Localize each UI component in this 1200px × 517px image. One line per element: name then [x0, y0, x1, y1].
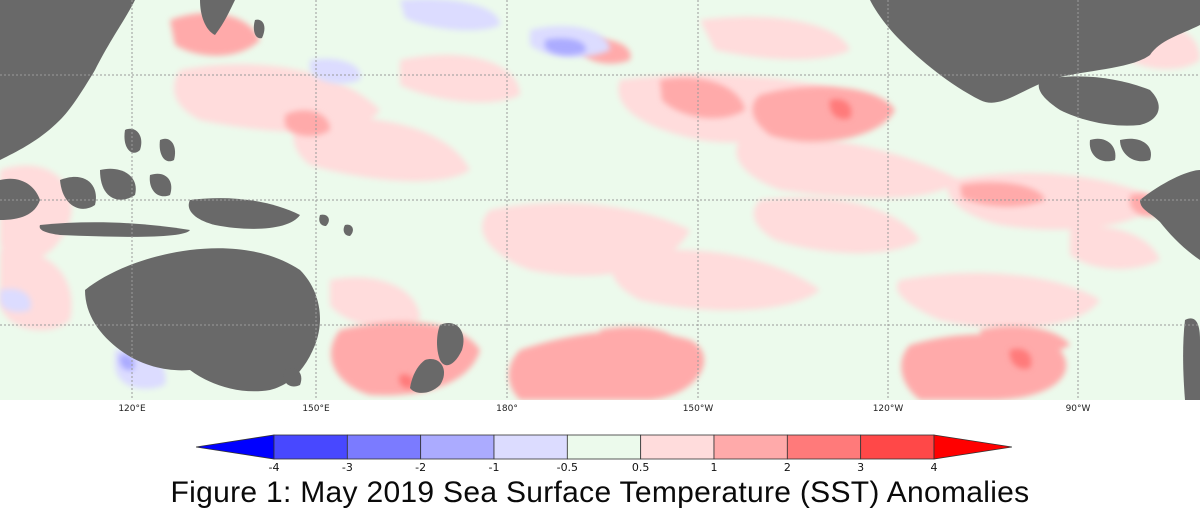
colorbar-tick-label: -3	[341, 461, 353, 474]
colorbar-tick-label: 4	[930, 461, 938, 474]
longitude-label-120e: 120°E	[118, 404, 146, 414]
anomaly-moderate-cool	[119, 38, 586, 371]
anomaly-strong-warm	[399, 99, 1032, 389]
colorbar-extend-low	[195, 434, 275, 460]
colorbar-segment	[860, 434, 935, 460]
colorbar-segment	[493, 434, 568, 460]
colorbar-segment	[640, 434, 715, 460]
colorbar-svg	[195, 434, 1013, 460]
map-canvas	[0, 0, 1200, 400]
colorbar-extend-high	[933, 434, 1013, 460]
colorbar-tick-label: 2	[783, 461, 791, 474]
longitude-label-120w: 120°W	[872, 404, 904, 414]
figure-caption: Figure 1: May 2019 Sea Surface Temperatu…	[170, 476, 1030, 509]
longitude-label-90w: 90°W	[1065, 404, 1091, 414]
colorbar-segment	[273, 434, 348, 460]
colorbar-segment	[786, 434, 862, 460]
colorbar-segments	[195, 434, 1013, 460]
colorbar-segment	[713, 434, 788, 460]
anomaly-light-warm	[0, 16, 1200, 331]
longitude-label-150w: 150°W	[682, 404, 714, 414]
anomaly-patches	[0, 0, 1200, 400]
sst-anomaly-map	[0, 0, 1200, 400]
longitude-label-180: 180°	[496, 404, 518, 414]
colorbar-segment	[420, 434, 495, 460]
colorbar-tick-label: 1	[710, 461, 718, 474]
land-masses	[0, 0, 1200, 400]
colorbar-tick-label: -2	[415, 461, 427, 474]
colorbar-segment	[566, 434, 642, 460]
colorbar-segment	[346, 434, 422, 460]
longitude-label-150e: 150°E	[302, 404, 330, 414]
colorbar-tick-label: 0.5	[631, 461, 650, 474]
colorbar-tick-label: -4	[268, 461, 280, 474]
colorbar	[195, 434, 1013, 478]
colorbar-tick-label: -0.5	[556, 461, 579, 474]
colorbar-tick-label: -1	[488, 461, 500, 474]
colorbar-tick-label: 3	[857, 461, 865, 474]
graticule	[0, 0, 1200, 400]
